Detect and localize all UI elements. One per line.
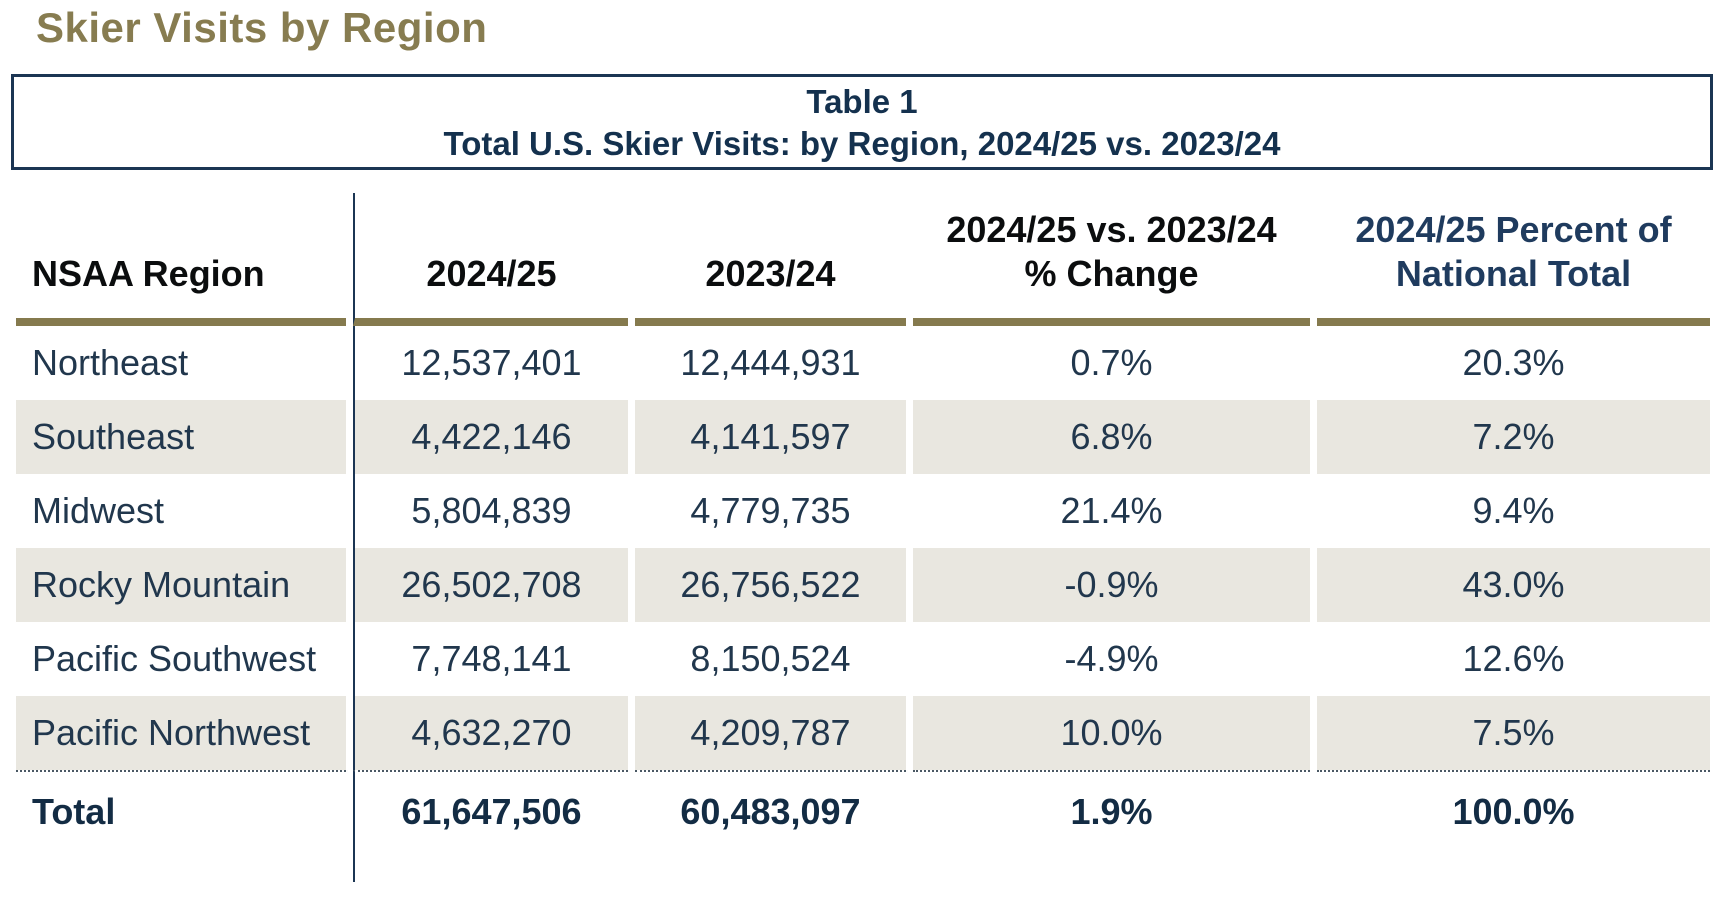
table-row-rocky-mountain: Rocky Mountain 26,502,708 26,756,522 -0.… <box>16 548 1710 622</box>
cell-current: 5,804,839 <box>353 474 628 548</box>
skier-visits-table: NSAA Region 2024/25 2023/24 2024/25 vs. … <box>9 193 1717 882</box>
cell-current-total: 61,647,506 <box>353 770 628 852</box>
cell-prior: 26,756,522 <box>635 548 906 622</box>
col-header-season-current: 2024/25 <box>353 193 628 326</box>
table-row-pacific-northwest: Pacific Northwest 4,632,270 4,209,787 10… <box>16 696 1710 770</box>
col-header-national-share: 2024/25 Percent of National Total <box>1317 193 1710 326</box>
table-row-total: Total 61,647,506 60,483,097 1.9% 100.0% <box>16 770 1710 852</box>
col-header-national-share-line2: National Total <box>1395 253 1632 294</box>
cell-share: 43.0% <box>1317 548 1710 622</box>
col-header-pct-change-line1: 2024/25 vs. 2023/24 <box>946 209 1277 250</box>
spacer-cell <box>16 852 346 882</box>
cell-change: 0.7% <box>1070 342 1153 383</box>
cell-prior: 4,779,735 <box>690 490 851 531</box>
col-header-national-share-line1: 2024/25 Percent of <box>1355 209 1672 250</box>
cell-share: 7.5% <box>1317 696 1710 770</box>
table-row-midwest: Midwest 5,804,839 4,779,735 21.4% 9.4% <box>16 474 1710 548</box>
table-caption-box: Table 1 Total U.S. Skier Visits: by Regi… <box>11 74 1713 170</box>
cell-change: -4.9% <box>1064 638 1159 679</box>
table-row-northeast: Northeast 12,537,401 12,444,931 0.7% 20.… <box>16 326 1710 400</box>
spacer-cell <box>913 852 1310 882</box>
cell-region: Pacific Southwest <box>32 638 317 679</box>
cell-change: 6.8% <box>913 400 1310 474</box>
cell-share: 7.2% <box>1317 400 1710 474</box>
cell-current: 26,502,708 <box>353 548 628 622</box>
cell-region: Rocky Mountain <box>16 548 346 622</box>
cell-share: 20.3% <box>1462 342 1565 383</box>
cell-region: Midwest <box>32 490 165 531</box>
cell-change: 10.0% <box>913 696 1310 770</box>
cell-prior: 12,444,931 <box>680 342 861 383</box>
cell-current: 12,537,401 <box>353 326 628 400</box>
spacer-cell <box>635 852 906 882</box>
page-title: Skier Visits by Region <box>36 4 488 51</box>
cell-region: Northeast <box>32 342 189 383</box>
col-header-pct-change-line2: % Change <box>1024 253 1199 294</box>
table-row-southeast: Southeast 4,422,146 4,141,597 6.8% 7.2% <box>16 400 1710 474</box>
column-divider-line <box>353 852 628 882</box>
cell-change: 21.4% <box>1060 490 1163 531</box>
table-caption-subtitle: Total U.S. Skier Visits: by Region, 2024… <box>443 125 1281 162</box>
col-header-region: NSAA Region <box>16 193 346 326</box>
cell-prior: 8,150,524 <box>690 638 851 679</box>
col-header-pct-change: 2024/25 vs. 2023/24 % Change <box>913 193 1310 326</box>
cell-region-total: Total <box>16 770 346 852</box>
cell-region: Pacific Northwest <box>16 696 346 770</box>
header-row: NSAA Region 2024/25 2023/24 2024/25 vs. … <box>16 193 1710 326</box>
col-header-season-prior: 2023/24 <box>635 193 906 326</box>
cell-prior: 4,209,787 <box>635 696 906 770</box>
spacer-cell <box>1317 852 1710 882</box>
table-row-pacific-southwest: Pacific Southwest 7,748,141 8,150,524 -4… <box>16 622 1710 696</box>
divider-extension-row <box>16 852 1710 882</box>
cell-change: -0.9% <box>913 548 1310 622</box>
cell-share-total: 100.0% <box>1317 770 1710 852</box>
table-caption-title: Table 1 <box>806 83 918 120</box>
cell-share: 9.4% <box>1472 490 1555 531</box>
cell-current: 4,422,146 <box>353 400 628 474</box>
cell-region: Southeast <box>16 400 346 474</box>
cell-share: 12.6% <box>1462 638 1565 679</box>
cell-current: 7,748,141 <box>353 622 628 696</box>
cell-prior: 4,141,597 <box>635 400 906 474</box>
cell-change-total: 1.9% <box>913 770 1310 852</box>
cell-current: 4,632,270 <box>353 696 628 770</box>
cell-prior-total: 60,483,097 <box>635 770 906 852</box>
